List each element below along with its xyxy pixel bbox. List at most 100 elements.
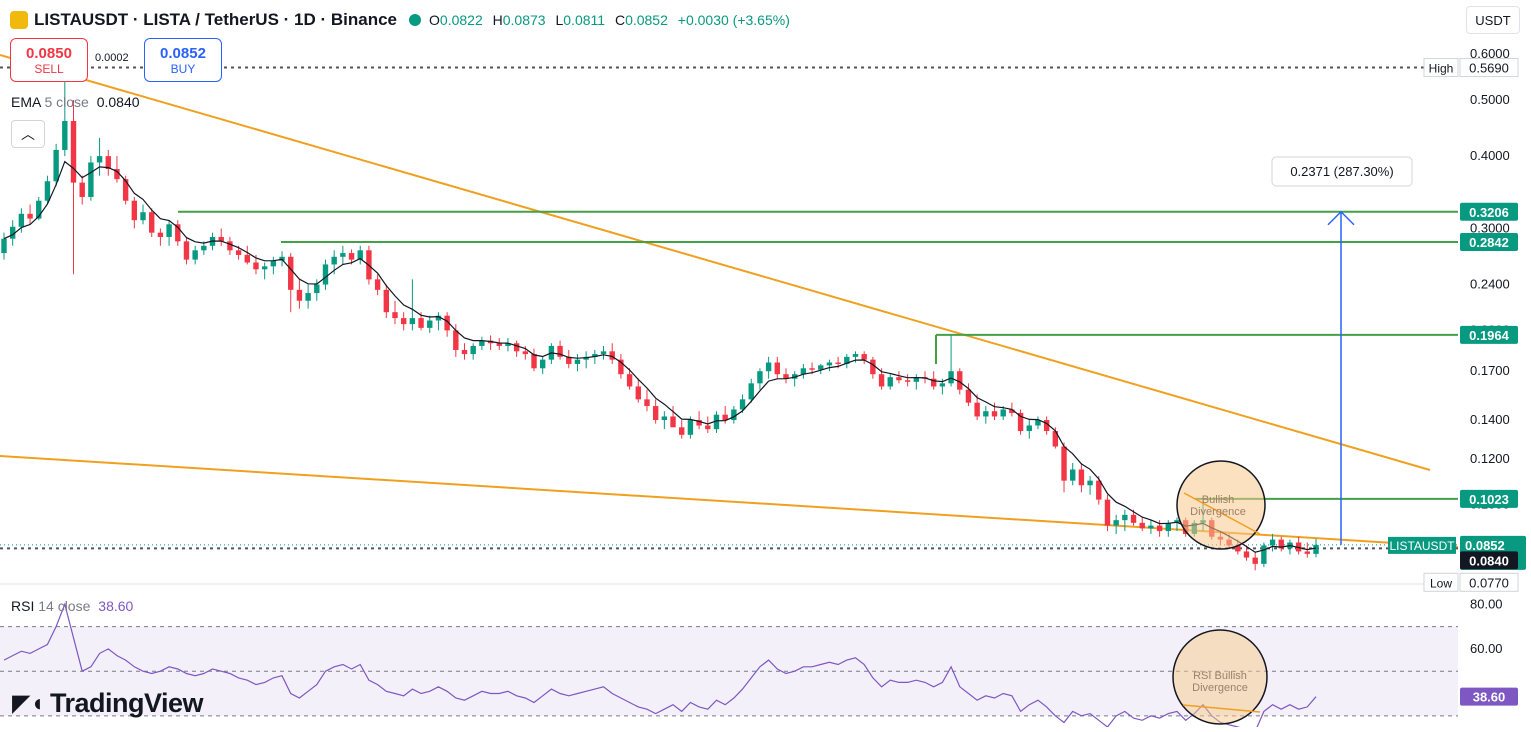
ohlc-readout: O0.0822 H0.0873 L0.0811 C0.0852 +0.0030 … bbox=[429, 12, 796, 28]
candle-body bbox=[270, 260, 277, 267]
candle-body bbox=[540, 359, 546, 369]
candle-body bbox=[878, 374, 885, 387]
open-label: O bbox=[429, 12, 440, 28]
ema-line bbox=[3, 160, 1317, 553]
tradingview-logo[interactable]: ◤◖ TradingView bbox=[12, 688, 204, 719]
collapse-legend-button[interactable]: ︿ bbox=[11, 120, 45, 148]
level-tag-4-bg bbox=[1460, 489, 1518, 508]
candle-body bbox=[913, 377, 920, 382]
candle-body bbox=[574, 359, 581, 364]
candle-body bbox=[1122, 514, 1128, 521]
rsi-divergence-line bbox=[1182, 704, 1261, 713]
candle-body bbox=[1130, 514, 1137, 523]
candle-body bbox=[305, 293, 311, 301]
candle-body bbox=[887, 377, 893, 387]
price-divergence-label-2: Divergence bbox=[1190, 506, 1246, 518]
measure-arrow-head bbox=[1327, 210, 1355, 226]
candle-body bbox=[166, 224, 172, 237]
price-tick-label: 0.2400 bbox=[1470, 277, 1510, 292]
candle-body bbox=[357, 250, 363, 260]
tv-logo-icon: ◤◖ bbox=[12, 690, 44, 717]
candle-body bbox=[70, 120, 77, 183]
rsi-value-tag-bg bbox=[1460, 687, 1518, 706]
low-tag-label-bg bbox=[1423, 572, 1459, 592]
buy-button[interactable]: 0.0852 BUY bbox=[144, 38, 222, 82]
candle-body bbox=[1165, 522, 1171, 532]
candle-body bbox=[818, 365, 824, 370]
candle-body bbox=[1313, 544, 1319, 554]
candle-body bbox=[1087, 480, 1093, 486]
candle-body bbox=[44, 181, 51, 201]
candle-body bbox=[644, 399, 650, 407]
candle-body bbox=[957, 371, 963, 390]
buy-label: BUY bbox=[170, 61, 196, 76]
candle-body bbox=[931, 378, 937, 387]
price-axis-bg bbox=[1458, 0, 1531, 727]
currency-button[interactable]: USDT bbox=[1466, 6, 1520, 34]
candle-body bbox=[800, 368, 807, 375]
symbol-logo-icon[interactable] bbox=[10, 11, 28, 29]
last-price-tag: 0.0852 bbox=[1465, 538, 1505, 553]
rsi-value: 38.60 bbox=[98, 598, 134, 614]
price-divergence-label-1: Bullish bbox=[1202, 494, 1234, 506]
candle-body bbox=[427, 320, 433, 328]
symbol-title[interactable]: LISTAUSDT · LISTA / TetherUS · 1D · Bina… bbox=[34, 10, 398, 29]
candle-body bbox=[1000, 409, 1006, 417]
candle-body bbox=[383, 289, 389, 313]
last-symbol-tag-bg bbox=[1388, 536, 1456, 554]
chevron-up-icon: ︿ bbox=[21, 126, 35, 142]
candle-body bbox=[896, 377, 902, 381]
candle-body bbox=[983, 411, 989, 417]
candle-body bbox=[314, 284, 320, 294]
low-value: 0.0811 bbox=[563, 12, 606, 28]
candle-body bbox=[1026, 425, 1032, 432]
candle-body bbox=[739, 399, 746, 410]
candle-body bbox=[948, 371, 954, 384]
high-value: 0.0873 bbox=[502, 12, 546, 28]
low-tag-bg bbox=[1459, 572, 1519, 592]
ema-legend[interactable]: EMA 5 close 0.0840 bbox=[11, 94, 140, 110]
candle-body bbox=[496, 343, 502, 346]
candle-body bbox=[1156, 525, 1163, 532]
candle-body bbox=[835, 362, 841, 364]
candle-body bbox=[27, 213, 33, 219]
candle-body bbox=[618, 359, 624, 375]
sell-button[interactable]: 0.0850 SELL bbox=[10, 38, 88, 82]
level-tag-4: 0.1023 bbox=[1469, 492, 1509, 507]
candle-body bbox=[62, 120, 68, 150]
candle-body bbox=[557, 345, 563, 357]
candle-body bbox=[679, 427, 685, 435]
candle-body bbox=[400, 318, 407, 325]
rsi-params: 14 close bbox=[38, 598, 91, 614]
market-status-icon bbox=[409, 14, 422, 26]
candle-body bbox=[374, 279, 381, 290]
rsi-name: RSI bbox=[11, 598, 35, 614]
rsi-tick-label: 60.00 bbox=[1470, 641, 1503, 656]
candle-body bbox=[1139, 522, 1145, 529]
price-tick-label: 0.5000 bbox=[1470, 92, 1510, 107]
measure-label-box bbox=[1271, 156, 1413, 187]
candle-body bbox=[1017, 412, 1024, 432]
candle-body bbox=[513, 343, 520, 352]
candle-body bbox=[765, 362, 772, 372]
ema-tag-bg bbox=[1460, 551, 1518, 570]
candle-body bbox=[149, 212, 155, 233]
candle-body bbox=[609, 351, 615, 360]
candle-body bbox=[296, 289, 303, 301]
candle-body bbox=[1304, 551, 1311, 554]
level-tag-1: 0.3206 bbox=[1469, 205, 1509, 220]
rsi-legend[interactable]: RSI 14 close 38.60 bbox=[11, 598, 133, 614]
candle-body bbox=[322, 264, 329, 285]
candle-body bbox=[1278, 539, 1284, 549]
candle-body bbox=[774, 362, 780, 375]
candle-body bbox=[1252, 557, 1258, 564]
candle-body bbox=[105, 156, 111, 170]
candle-body bbox=[531, 354, 537, 369]
candle-body bbox=[192, 250, 198, 260]
price-divergence-circle bbox=[1176, 460, 1266, 550]
candle-body bbox=[261, 266, 268, 270]
high-tag-label: High bbox=[1429, 62, 1454, 76]
rsi-divergence-label-2: Divergence bbox=[1192, 682, 1248, 694]
